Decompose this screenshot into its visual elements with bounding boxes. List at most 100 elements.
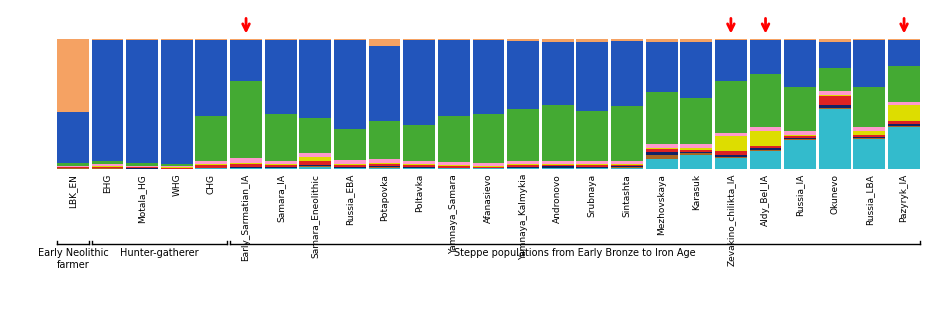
Bar xyxy=(784,135,816,136)
Bar xyxy=(472,114,505,162)
Bar xyxy=(507,41,539,109)
Bar xyxy=(715,155,747,157)
Bar xyxy=(369,167,401,168)
Bar xyxy=(472,162,505,166)
Bar xyxy=(403,164,435,165)
Bar xyxy=(576,111,608,161)
Bar xyxy=(265,167,296,168)
Bar xyxy=(56,163,89,166)
Bar xyxy=(681,155,712,169)
Bar xyxy=(888,66,920,102)
Bar xyxy=(507,39,539,41)
Bar xyxy=(542,166,574,168)
Text: Early Neolithic
farmer: Early Neolithic farmer xyxy=(37,248,108,270)
Bar xyxy=(715,158,747,169)
Bar xyxy=(507,109,539,161)
Bar xyxy=(126,40,158,163)
Bar xyxy=(472,40,505,114)
Bar xyxy=(715,136,747,151)
Bar xyxy=(334,164,366,165)
Bar xyxy=(681,42,712,98)
Bar xyxy=(230,158,262,163)
Bar xyxy=(507,165,539,167)
Bar xyxy=(576,39,608,42)
Bar xyxy=(749,127,782,131)
Bar xyxy=(819,42,851,68)
Bar xyxy=(334,167,366,168)
Bar xyxy=(369,163,401,166)
Bar xyxy=(438,116,469,162)
Bar xyxy=(819,108,851,109)
Bar xyxy=(888,105,920,121)
Bar xyxy=(645,155,678,159)
Bar xyxy=(542,164,574,165)
Bar xyxy=(819,96,851,105)
Bar xyxy=(645,159,678,169)
Bar xyxy=(438,39,469,40)
Bar xyxy=(126,167,158,168)
Bar xyxy=(681,39,712,42)
Bar xyxy=(888,127,920,169)
Bar xyxy=(542,161,574,164)
Bar xyxy=(854,131,885,135)
Bar xyxy=(92,39,123,40)
Bar xyxy=(369,39,401,46)
Bar xyxy=(230,40,262,81)
Bar xyxy=(645,148,678,149)
Bar xyxy=(403,39,435,40)
Bar xyxy=(681,98,712,144)
Bar xyxy=(681,153,712,155)
Bar xyxy=(576,161,608,164)
Bar xyxy=(230,163,262,164)
Bar xyxy=(888,102,920,105)
Bar xyxy=(438,162,469,165)
Bar xyxy=(715,39,747,40)
Bar xyxy=(507,161,539,164)
Bar xyxy=(715,133,747,136)
Bar xyxy=(265,39,296,40)
Bar xyxy=(438,166,469,168)
Bar xyxy=(403,161,435,164)
Bar xyxy=(507,167,539,168)
Bar xyxy=(507,168,539,169)
Bar xyxy=(265,114,296,161)
Bar xyxy=(126,166,158,167)
Bar xyxy=(888,124,920,126)
Bar xyxy=(888,121,920,124)
Bar xyxy=(645,144,678,148)
Bar xyxy=(369,162,401,163)
Bar xyxy=(784,138,816,139)
Bar xyxy=(230,168,262,169)
Bar xyxy=(334,40,366,129)
Bar xyxy=(230,39,262,40)
Bar xyxy=(854,136,885,138)
Text: Hunter-gatherer: Hunter-gatherer xyxy=(120,248,199,258)
Bar xyxy=(611,168,643,169)
Bar xyxy=(854,127,885,131)
Bar xyxy=(542,165,574,166)
Bar xyxy=(854,139,885,169)
Bar xyxy=(681,152,712,153)
Bar xyxy=(611,39,643,41)
Bar xyxy=(126,39,158,40)
Bar xyxy=(507,164,539,165)
Bar xyxy=(92,164,123,166)
Bar xyxy=(334,168,366,169)
Bar xyxy=(438,165,469,166)
Bar xyxy=(299,166,332,167)
Bar xyxy=(56,166,89,167)
Bar xyxy=(403,40,435,125)
Bar xyxy=(819,105,851,108)
Bar xyxy=(749,131,782,146)
Bar xyxy=(784,140,816,169)
Bar xyxy=(888,39,920,40)
Bar xyxy=(299,39,332,40)
Bar xyxy=(369,121,401,159)
Bar xyxy=(542,168,574,169)
Bar xyxy=(472,167,505,168)
Bar xyxy=(611,167,643,168)
Bar xyxy=(715,81,747,133)
Bar xyxy=(611,166,643,167)
Bar xyxy=(645,149,678,152)
Bar xyxy=(784,136,816,138)
